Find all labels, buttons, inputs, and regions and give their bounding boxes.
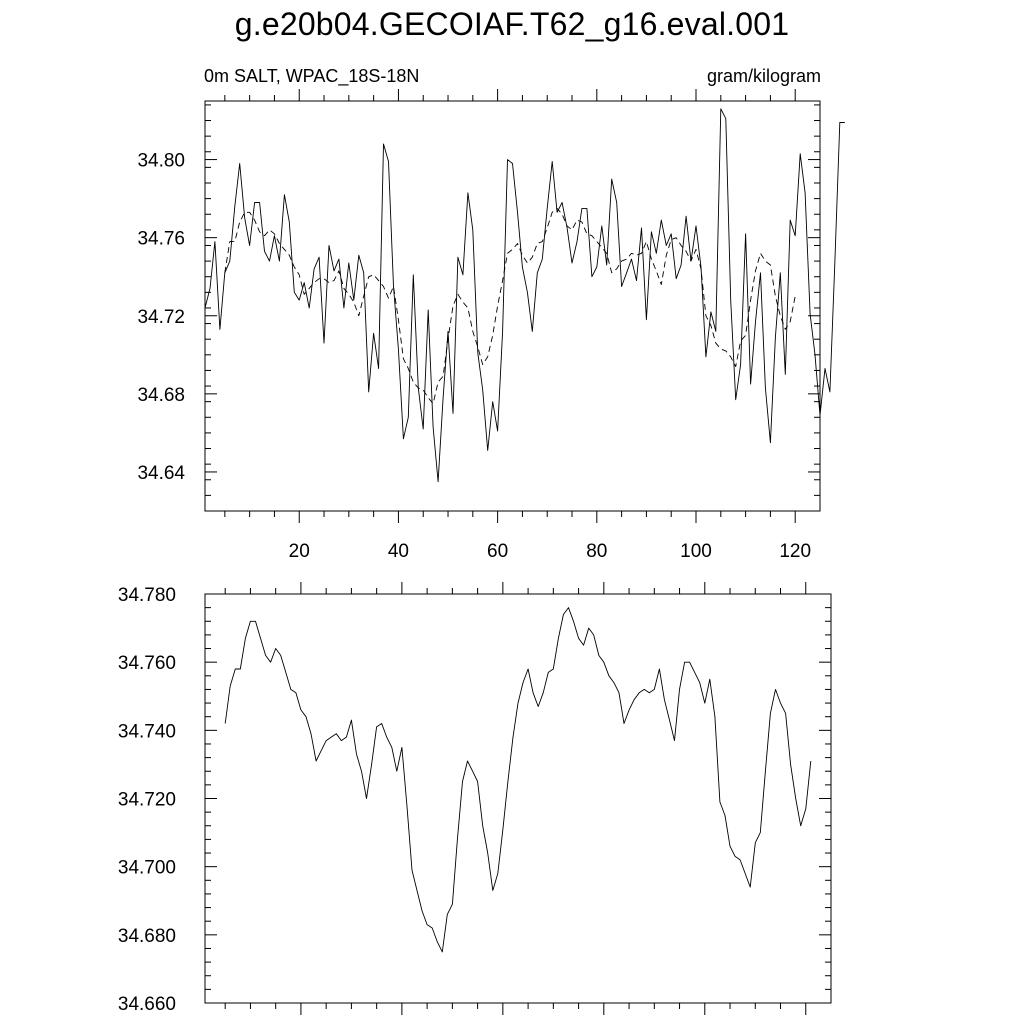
x-tick-label: 80 bbox=[586, 541, 607, 562]
y-tick-label: 34.760 bbox=[118, 653, 176, 674]
y-tick-label: 34.76 bbox=[137, 229, 185, 250]
x-tick-label: 40 bbox=[388, 541, 409, 562]
plot-frame-2 bbox=[204, 593, 832, 1004]
y-tick-label: 34.68 bbox=[137, 385, 185, 406]
y-tick-label: 34.660 bbox=[118, 994, 176, 1015]
y-tick-label: 34.64 bbox=[137, 463, 185, 484]
y-tick-label: 34.720 bbox=[118, 790, 176, 811]
y-tick-label: 34.700 bbox=[118, 858, 176, 879]
solid-series-line-2 bbox=[224, 607, 812, 953]
solid-series-line-1 bbox=[204, 108, 845, 483]
dashed-series-line-1 bbox=[224, 207, 796, 405]
units-label: gram/kilogram bbox=[706, 66, 821, 86]
y-tick-label: 34.740 bbox=[118, 721, 176, 742]
y-tick-label: 34.680 bbox=[118, 926, 176, 947]
y-tick-label: 34.780 bbox=[118, 585, 176, 606]
figure-title: g.e20b04.GECOIAF.T62_g16.eval.001 bbox=[234, 6, 790, 42]
x-tick-label: 20 bbox=[289, 541, 310, 562]
plot-frame-1 bbox=[204, 100, 821, 512]
x-tick-label: 100 bbox=[680, 541, 712, 562]
variable-label: 0m SALT, WPAC_18S-18N bbox=[204, 66, 420, 86]
y-tick-label: 34.80 bbox=[137, 151, 185, 172]
y-tick-label: 34.72 bbox=[137, 307, 185, 328]
x-tick-label: 120 bbox=[779, 541, 811, 562]
x-tick-label: 60 bbox=[487, 541, 508, 562]
